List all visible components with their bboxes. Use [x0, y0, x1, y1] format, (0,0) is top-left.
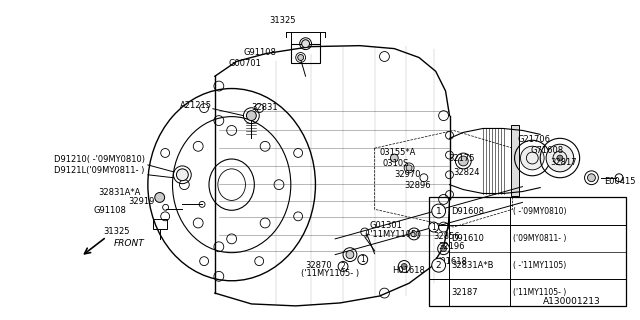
- Text: 1: 1: [436, 206, 442, 215]
- Text: H01618: H01618: [392, 267, 425, 276]
- Bar: [291, 44, 321, 63]
- Text: (-'11MY1105): (-'11MY1105): [365, 230, 420, 239]
- Text: 31325: 31325: [104, 227, 130, 236]
- Text: FRONT: FRONT: [113, 239, 144, 248]
- Text: 0310S: 0310S: [383, 159, 409, 168]
- Bar: [153, 219, 166, 229]
- Text: 32856: 32856: [434, 232, 460, 241]
- Circle shape: [520, 146, 544, 170]
- Text: 2: 2: [340, 262, 346, 271]
- Circle shape: [546, 144, 573, 172]
- Circle shape: [301, 40, 310, 48]
- Text: D9121L('09MY0811- ): D9121L('09MY0811- ): [54, 166, 145, 175]
- Text: D91610: D91610: [451, 234, 484, 243]
- Text: 32817: 32817: [550, 158, 577, 167]
- Text: E00415: E00415: [604, 177, 636, 186]
- Text: G91108: G91108: [243, 48, 276, 57]
- Text: 2: 2: [436, 261, 442, 270]
- Circle shape: [346, 251, 354, 259]
- Circle shape: [429, 222, 438, 232]
- Text: G21706: G21706: [518, 135, 550, 144]
- Text: 32896: 32896: [404, 181, 431, 190]
- Text: 32187: 32187: [451, 288, 478, 297]
- Text: D91608: D91608: [451, 206, 484, 215]
- Circle shape: [406, 165, 412, 171]
- Text: ('09MY0811- ): ('09MY0811- ): [513, 234, 566, 243]
- Circle shape: [298, 54, 303, 60]
- Bar: [429, 197, 626, 306]
- Circle shape: [440, 246, 447, 252]
- Text: ('11MY1105- ): ('11MY1105- ): [301, 269, 359, 278]
- Circle shape: [177, 169, 188, 181]
- Text: 32919: 32919: [128, 197, 154, 206]
- Bar: [511, 125, 518, 196]
- Text: ( -'11MY1105): ( -'11MY1105): [513, 261, 566, 270]
- Text: 03155*A: 03155*A: [380, 148, 416, 157]
- Text: A130001213: A130001213: [543, 297, 600, 306]
- Text: 32831: 32831: [252, 103, 278, 112]
- Circle shape: [432, 204, 445, 218]
- Circle shape: [155, 193, 164, 202]
- Text: 32196: 32196: [438, 242, 465, 251]
- Circle shape: [358, 255, 368, 265]
- Circle shape: [588, 174, 595, 182]
- Circle shape: [432, 258, 445, 272]
- Text: 32831A*A: 32831A*A: [99, 188, 141, 196]
- Text: 32175: 32175: [449, 154, 475, 163]
- Text: 1: 1: [431, 222, 436, 232]
- Text: G71608: G71608: [531, 146, 563, 155]
- Text: 31325: 31325: [269, 16, 296, 25]
- Text: 32831A*B: 32831A*B: [451, 261, 494, 270]
- Text: ('11MY1105- ): ('11MY1105- ): [513, 288, 566, 297]
- Circle shape: [557, 155, 563, 161]
- Text: G00701: G00701: [228, 60, 261, 68]
- Text: A21215: A21215: [180, 101, 212, 110]
- Circle shape: [338, 261, 348, 271]
- Text: 32870: 32870: [305, 260, 332, 269]
- Circle shape: [246, 111, 256, 121]
- Text: G91108: G91108: [93, 206, 127, 215]
- Text: H01618: H01618: [434, 257, 467, 266]
- Circle shape: [401, 263, 407, 269]
- Text: ( -'09MY0810): ( -'09MY0810): [513, 206, 566, 215]
- Text: 32970: 32970: [394, 170, 421, 179]
- Circle shape: [390, 154, 398, 162]
- Text: D91210( -'09MY0810): D91210( -'09MY0810): [54, 155, 145, 164]
- Text: G01301: G01301: [370, 221, 403, 230]
- Text: 32824: 32824: [454, 168, 480, 177]
- Text: 1: 1: [360, 255, 365, 264]
- Circle shape: [411, 231, 417, 237]
- Circle shape: [458, 156, 468, 166]
